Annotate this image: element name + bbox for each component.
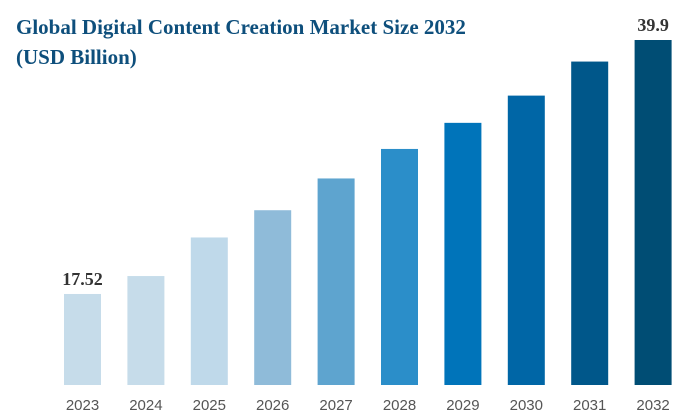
bar-2023: [64, 293, 101, 385]
x-tick-label: 2023: [66, 397, 99, 414]
x-tick-label: 2026: [256, 397, 289, 414]
bar-2026: [254, 210, 292, 385]
x-tick-label: 2027: [319, 397, 352, 414]
x-tick-label: 2028: [383, 397, 416, 414]
x-tick-label: 2032: [636, 397, 669, 414]
bar-2025: [190, 237, 228, 385]
data-label-2023: 17.52: [62, 269, 103, 289]
chart-title: Global Digital Content Creation Market S…: [16, 15, 466, 69]
bar-2024: [127, 276, 165, 385]
x-tick-label: 2024: [129, 397, 162, 414]
data-label-2032: 39.9: [637, 15, 669, 35]
bar-2029: [444, 122, 482, 385]
x-tick-label: 2029: [446, 397, 479, 414]
x-tick-label: 2025: [193, 397, 226, 414]
bar-2027: [317, 178, 355, 385]
x-tick-label: 2030: [510, 397, 543, 414]
x-tick-label: 2031: [573, 397, 606, 414]
bar-2030: [507, 95, 545, 385]
bar-2032: [634, 40, 672, 385]
bar-2028: [381, 148, 418, 385]
bar-2031: [571, 61, 609, 385]
